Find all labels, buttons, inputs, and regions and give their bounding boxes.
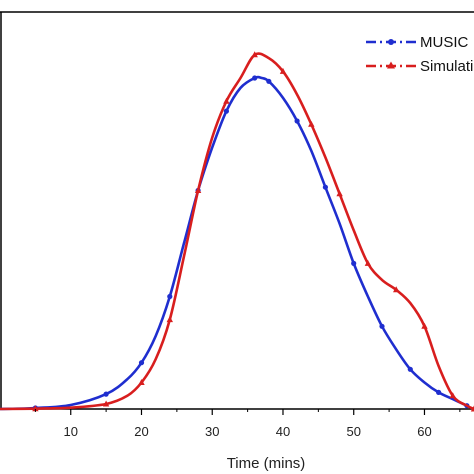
x-tick-label: 30: [205, 424, 219, 439]
data-point-music: [138, 360, 145, 366]
data-point-music: [379, 323, 385, 329]
data-point-simulation: [393, 286, 400, 293]
series-line-music: [0, 75, 468, 411]
legend-marker-simulation: [387, 61, 395, 69]
data-point-simulation: [138, 379, 145, 385]
series-simulation: [0, 51, 474, 412]
data-point-music: [266, 78, 272, 84]
data-point-music: [103, 391, 109, 397]
x-tick-label: 20: [134, 424, 148, 439]
legend: MUSIC Simulation: [366, 34, 474, 75]
series-line-simulation: [0, 52, 474, 411]
data-point-simulation: [470, 405, 474, 412]
x-tick-label: 60: [417, 424, 431, 439]
legend-label-music: MUSIC: [420, 34, 469, 51]
data-point-music: [351, 260, 357, 266]
x-tick-label: 40: [276, 424, 290, 439]
data-point-simulation: [308, 120, 315, 127]
x-tick-label: 10: [64, 424, 78, 439]
data-point-simulation: [102, 400, 110, 407]
x-tick-label: 50: [346, 424, 360, 439]
data-point-simulation: [194, 187, 202, 193]
series-music: [0, 75, 470, 411]
x-axis-label: Time (mins): [227, 455, 306, 472]
legend-marker-music: [388, 39, 394, 45]
data-point-simulation: [32, 405, 39, 412]
data-point-simulation: [336, 190, 343, 197]
data-point-music: [167, 293, 173, 300]
data-point-simulation: [279, 67, 287, 74]
data-point-simulation: [166, 316, 173, 323]
data-point-music: [436, 389, 442, 395]
data-point-simulation: [449, 392, 456, 399]
data-point-simulation: [364, 259, 372, 266]
data-point-music: [407, 366, 413, 372]
data-point-simulation: [421, 322, 428, 329]
data-point-simulation: [223, 97, 230, 104]
data-point-music: [294, 118, 300, 124]
data-point-simulation: [251, 51, 258, 58]
data-point-music: [223, 108, 229, 114]
data-point-music: [322, 184, 328, 190]
data-point-music: [252, 75, 258, 81]
legend-label-simulation: Simulation: [420, 58, 474, 75]
